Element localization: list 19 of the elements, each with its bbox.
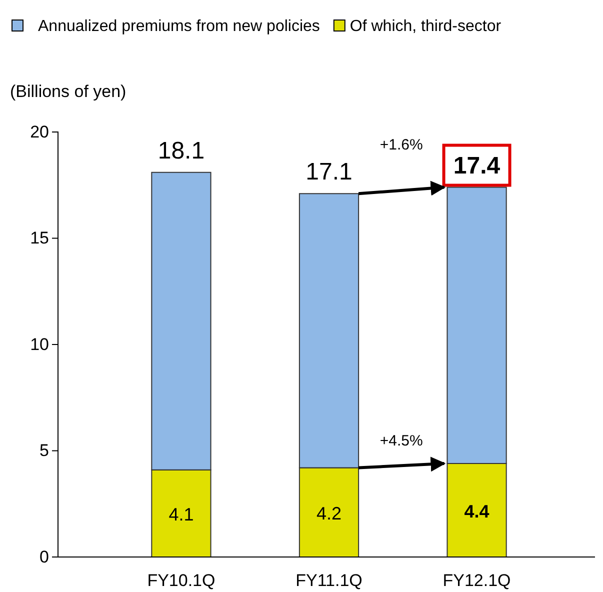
x-tick-label: FY12.1Q [442, 571, 511, 590]
legend-label: Annualized premiums from new policies [38, 18, 320, 35]
y-tick-label: 15 [30, 228, 49, 248]
annotation: +4.5% [380, 432, 423, 450]
annotation: +1.6% [380, 136, 423, 154]
total-label: 17.1 [306, 158, 352, 186]
total-label: 17.4 [453, 152, 501, 180]
y-tick-label: 5 [40, 441, 49, 460]
data-label: 4.4 [464, 501, 490, 522]
y-tick-label: 0 [40, 547, 49, 566]
x-tick-label: FY10.1Q [147, 571, 216, 590]
total-label: 18.1 [158, 137, 205, 164]
legend-label: Of which, third-sector [350, 18, 502, 35]
y-tick-label: 20 [30, 122, 49, 142]
y-tick-label: 10 [30, 334, 49, 354]
data-label: 4.1 [168, 504, 194, 524]
x-tick-label: FY11.1Q [296, 571, 362, 590]
y-axis-title: (Billions of yen) [10, 82, 126, 101]
data-label: 4.2 [316, 503, 342, 524]
